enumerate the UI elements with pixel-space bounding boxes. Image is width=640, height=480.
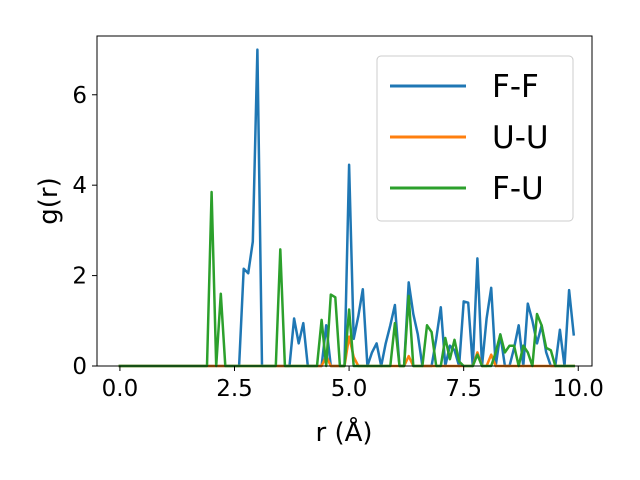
series-line-f-u: [118, 190, 575, 368]
series-line-f-f: [118, 48, 576, 368]
y-axis-ticks: 0 2 4 6: [72, 83, 97, 380]
x-tick-label: 0.0: [102, 376, 139, 402]
y-tick-label: 2: [72, 264, 87, 290]
y-tick-label: 0: [72, 354, 87, 380]
x-axis-label: r (Å): [315, 416, 372, 448]
x-axis-ticks: 0.0 2.5 5.0 7.5 10.0: [102, 366, 604, 402]
y-tick-label: 6: [72, 83, 87, 109]
legend-box: [376, 55, 574, 222]
y-axis-label: g(r): [34, 177, 64, 224]
x-tick-label: 2.5: [216, 376, 253, 402]
legend-label-u-u: U-U: [492, 120, 549, 156]
legend-label-f-f: F-F: [492, 69, 539, 105]
x-tick-label: 7.5: [445, 376, 482, 402]
legend: F-F U-U F-U: [376, 55, 574, 222]
x-tick-label: 10.0: [553, 376, 604, 402]
x-tick-label: 5.0: [331, 376, 368, 402]
legend-label-f-u: F-U: [492, 171, 544, 207]
y-tick-label: 4: [72, 173, 87, 199]
plot-frame: [96, 35, 593, 367]
